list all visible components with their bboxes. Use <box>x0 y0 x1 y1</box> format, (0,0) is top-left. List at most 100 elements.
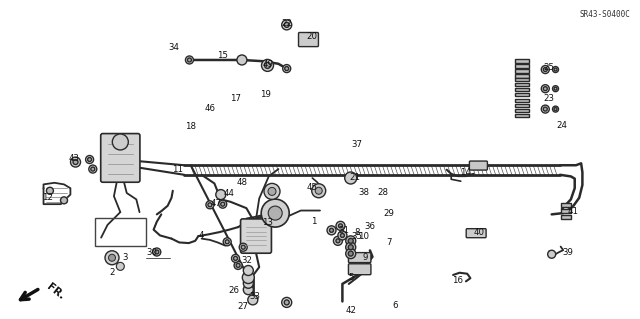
Circle shape <box>264 63 271 68</box>
Bar <box>515 64 529 68</box>
Text: 41: 41 <box>567 207 579 216</box>
Text: 40: 40 <box>473 228 484 237</box>
Circle shape <box>346 236 356 246</box>
Text: SR43-S0400C: SR43-S0400C <box>580 10 630 19</box>
Circle shape <box>339 224 342 228</box>
Circle shape <box>336 239 340 243</box>
Circle shape <box>348 251 353 256</box>
Circle shape <box>543 87 547 91</box>
Circle shape <box>91 167 95 171</box>
Circle shape <box>243 271 254 284</box>
FancyBboxPatch shape <box>348 253 371 263</box>
Circle shape <box>113 134 128 150</box>
Text: 35: 35 <box>351 232 363 241</box>
Bar <box>515 114 529 117</box>
Circle shape <box>285 67 289 70</box>
Text: 47: 47 <box>211 199 222 208</box>
Text: 45: 45 <box>307 183 318 192</box>
Text: 23: 23 <box>543 94 555 103</box>
Circle shape <box>105 251 119 265</box>
Circle shape <box>221 202 225 206</box>
Circle shape <box>333 236 342 245</box>
Text: 38: 38 <box>358 188 369 197</box>
Circle shape <box>552 86 559 92</box>
Circle shape <box>554 108 557 111</box>
Bar <box>515 87 529 91</box>
Circle shape <box>264 183 280 199</box>
Circle shape <box>206 201 214 209</box>
Bar <box>515 99 529 102</box>
Text: 18: 18 <box>185 122 196 131</box>
Text: 2: 2 <box>109 268 115 277</box>
Circle shape <box>268 206 282 220</box>
FancyBboxPatch shape <box>298 33 319 47</box>
Text: 36: 36 <box>364 222 376 231</box>
Bar <box>561 215 572 219</box>
Circle shape <box>348 238 353 243</box>
Text: 29: 29 <box>384 209 394 218</box>
Circle shape <box>223 238 231 246</box>
Circle shape <box>241 245 245 249</box>
Text: 11: 11 <box>172 165 184 174</box>
Circle shape <box>116 262 124 271</box>
Text: 19: 19 <box>260 90 271 99</box>
Text: 21: 21 <box>349 173 361 182</box>
Circle shape <box>330 228 333 232</box>
Text: 49: 49 <box>262 60 273 69</box>
Bar <box>95 218 146 246</box>
Circle shape <box>208 203 212 207</box>
Text: 12: 12 <box>42 193 54 202</box>
Circle shape <box>541 85 549 93</box>
Circle shape <box>284 300 289 305</box>
Circle shape <box>89 165 97 173</box>
Circle shape <box>348 245 353 250</box>
Circle shape <box>47 187 53 194</box>
Circle shape <box>243 278 253 288</box>
Circle shape <box>237 55 247 65</box>
Circle shape <box>552 106 559 112</box>
Text: 32: 32 <box>241 256 252 265</box>
Bar <box>515 59 529 63</box>
Text: 37: 37 <box>351 140 363 149</box>
Bar <box>515 108 529 112</box>
Circle shape <box>243 265 253 276</box>
Circle shape <box>188 58 191 62</box>
Text: 33: 33 <box>249 292 260 301</box>
Circle shape <box>282 297 292 308</box>
Text: FR.: FR. <box>45 281 66 301</box>
Bar <box>515 93 529 96</box>
Circle shape <box>346 242 356 252</box>
Bar <box>515 74 529 78</box>
Text: 34: 34 <box>168 43 180 52</box>
Bar <box>561 209 572 212</box>
Text: 16: 16 <box>452 276 463 285</box>
Text: 17: 17 <box>230 94 241 103</box>
Text: 30: 30 <box>147 248 158 257</box>
Text: 48: 48 <box>236 178 248 187</box>
Circle shape <box>338 231 347 240</box>
Circle shape <box>109 254 115 261</box>
Text: 3: 3 <box>122 253 127 262</box>
Text: 8: 8 <box>355 228 360 237</box>
Text: 7: 7 <box>387 238 392 247</box>
Circle shape <box>283 64 291 73</box>
Circle shape <box>554 87 557 90</box>
Text: 9: 9 <box>362 253 367 262</box>
Text: 26: 26 <box>228 286 239 295</box>
Bar <box>515 69 529 73</box>
Circle shape <box>541 65 549 74</box>
FancyBboxPatch shape <box>466 229 486 238</box>
Text: 22: 22 <box>281 19 292 28</box>
Circle shape <box>543 68 547 71</box>
Bar <box>561 203 572 206</box>
Circle shape <box>312 184 326 198</box>
Text: 20: 20 <box>307 32 318 41</box>
Circle shape <box>225 240 229 244</box>
Text: 24: 24 <box>556 121 568 130</box>
Circle shape <box>282 20 292 30</box>
Text: 10: 10 <box>358 232 369 241</box>
Circle shape <box>316 187 322 194</box>
Circle shape <box>243 285 253 295</box>
FancyBboxPatch shape <box>348 264 371 275</box>
Circle shape <box>70 157 81 167</box>
